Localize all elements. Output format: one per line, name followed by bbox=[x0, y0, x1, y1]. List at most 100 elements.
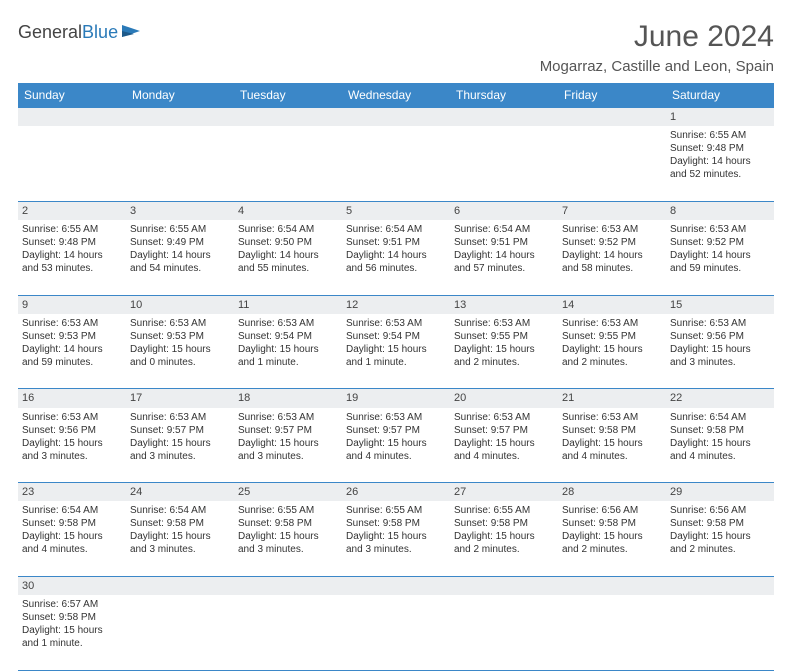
daylight-line: Daylight: 14 hours and 53 minutes. bbox=[22, 249, 122, 275]
day-cell: Sunrise: 6:54 AMSunset: 9:50 PMDaylight:… bbox=[234, 220, 342, 295]
day-number: 5 bbox=[342, 201, 450, 220]
day-number bbox=[234, 108, 342, 127]
day-cell: Sunrise: 6:54 AMSunset: 9:58 PMDaylight:… bbox=[18, 501, 126, 576]
calendar-table: SundayMondayTuesdayWednesdayThursdayFrid… bbox=[18, 83, 774, 671]
day-number: 30 bbox=[18, 576, 126, 595]
sunset-line: Sunset: 9:53 PM bbox=[22, 330, 122, 343]
sunrise-line: Sunrise: 6:53 AM bbox=[562, 223, 662, 236]
day-number: 2 bbox=[18, 201, 126, 220]
day-number bbox=[558, 576, 666, 595]
detail-row: Sunrise: 6:55 AMSunset: 9:48 PMDaylight:… bbox=[18, 220, 774, 295]
day-number bbox=[558, 108, 666, 127]
sunset-line: Sunset: 9:51 PM bbox=[346, 236, 446, 249]
sunset-line: Sunset: 9:58 PM bbox=[22, 611, 122, 624]
daynum-row: 2345678 bbox=[18, 201, 774, 220]
day-cell bbox=[126, 595, 234, 670]
daylight-line: Daylight: 15 hours and 1 minute. bbox=[346, 343, 446, 369]
day-cell: Sunrise: 6:53 AMSunset: 9:56 PMDaylight:… bbox=[18, 408, 126, 483]
sunrise-line: Sunrise: 6:56 AM bbox=[670, 504, 770, 517]
day-cell: Sunrise: 6:54 AMSunset: 9:51 PMDaylight:… bbox=[342, 220, 450, 295]
sunrise-line: Sunrise: 6:53 AM bbox=[346, 411, 446, 424]
detail-row: Sunrise: 6:53 AM Sunset: 9:56 PM Daylight:… bbox=[18, 408, 774, 483]
daylight-line: Daylight: 15 hours and 4 minutes. bbox=[22, 530, 122, 556]
day-cell bbox=[558, 126, 666, 201]
daylight-line: Daylight: 15 hours and 3 minutes. bbox=[670, 343, 770, 369]
sunset-line: Sunset: 9:57 PM bbox=[130, 424, 230, 437]
day-number: 8 bbox=[666, 201, 774, 220]
sunrise-line: Sunrise: 6:53 AM bbox=[562, 411, 662, 424]
detail-row: Sunrise: 6:53 AMSunset: 9:53 PMDaylight:… bbox=[18, 314, 774, 389]
day-number: 25 bbox=[234, 483, 342, 502]
day-number: 9 bbox=[18, 295, 126, 314]
header: GeneralBlue June 2024 Mogarraz, Castille… bbox=[18, 20, 774, 75]
day-number: 23 bbox=[18, 483, 126, 502]
daylight-line: Daylight: 14 hours and 57 minutes. bbox=[454, 249, 554, 275]
sunrise-line: Sunrise: 6:55 AM bbox=[454, 504, 554, 517]
day-number: 12 bbox=[342, 295, 450, 314]
sunset-line: Sunset: 9:58 PM bbox=[346, 517, 446, 530]
day-number: 22 bbox=[666, 389, 774, 408]
day-number: 6 bbox=[450, 201, 558, 220]
day-cell bbox=[450, 595, 558, 670]
day-cell: Sunrise: 6:55 AMSunset: 9:58 PMDaylight:… bbox=[234, 501, 342, 576]
day-cell: Sunrise: 6:53 AMSunset: 9:53 PMDaylight:… bbox=[126, 314, 234, 389]
daynum-row: 1 bbox=[18, 108, 774, 127]
day-cell: Sunrise: 6:53 AMSunset: 9:54 PMDaylight:… bbox=[234, 314, 342, 389]
day-number: 15 bbox=[666, 295, 774, 314]
day-cell: Sunrise: 6:56 AMSunset: 9:58 PMDaylight:… bbox=[666, 501, 774, 576]
sunrise-line: Sunrise: 6:53 AM bbox=[346, 317, 446, 330]
day-header: Monday bbox=[126, 83, 234, 108]
daylight-line: Daylight: 14 hours and 52 minutes. bbox=[670, 155, 770, 181]
daylight-line: Daylight: 14 hours and 59 minutes. bbox=[670, 249, 770, 275]
sunrise-line: Sunrise: 6:54 AM bbox=[346, 223, 446, 236]
day-cell bbox=[342, 595, 450, 670]
detail-row: Sunrise: 6:55 AMSunset: 9:48 PMDaylight:… bbox=[18, 126, 774, 201]
day-cell bbox=[18, 126, 126, 201]
day-cell: Sunrise: 6:55 AMSunset: 9:48 PMDaylight:… bbox=[666, 126, 774, 201]
sunrise-line: Sunrise: 6:55 AM bbox=[670, 129, 770, 142]
sunrise-line: Sunrise: 6:53 AM bbox=[22, 317, 122, 330]
day-number: 21 bbox=[558, 389, 666, 408]
day-cell: Sunrise: 6:53 AMSunset: 9:53 PMDaylight:… bbox=[18, 314, 126, 389]
day-number: 20 bbox=[450, 389, 558, 408]
day-number: 29 bbox=[666, 483, 774, 502]
sunrise-line: Sunrise: 6:57 AM bbox=[22, 598, 122, 611]
day-header: Wednesday bbox=[342, 83, 450, 108]
day-cell: Sunrise: 6:53 AMSunset: 9:57 PMDaylight:… bbox=[342, 408, 450, 483]
daylight-line: Daylight: 15 hours and 3 minutes. bbox=[238, 530, 338, 556]
sunrise-line: Sunrise: 6:55 AM bbox=[346, 504, 446, 517]
sunrise-line: Sunrise: 6:54 AM bbox=[670, 411, 770, 424]
sunrise-line: Sunrise: 6:54 AM bbox=[238, 223, 338, 236]
daylight-line: Daylight: 15 hours and 2 minutes. bbox=[454, 530, 554, 556]
daylight-line: Daylight: 15 hours and 4 minutes. bbox=[670, 437, 770, 463]
sunset-line: Sunset: 9:49 PM bbox=[130, 236, 230, 249]
day-number: 14 bbox=[558, 295, 666, 314]
day-cell: Sunrise: 6:53 AMSunset: 9:52 PMDaylight:… bbox=[558, 220, 666, 295]
sunset-line: Sunset: 9:58 PM bbox=[562, 517, 662, 530]
day-cell: Sunrise: 6:53 AMSunset: 9:55 PMDaylight:… bbox=[450, 314, 558, 389]
detail-row: Sunrise: 6:54 AMSunset: 9:58 PMDaylight:… bbox=[18, 501, 774, 576]
day-cell: Sunrise: 6:57 AMSunset: 9:58 PMDaylight:… bbox=[18, 595, 126, 670]
sunset-line: Sunset: 9:58 PM bbox=[22, 517, 122, 530]
sunset-line: Sunset: 9:56 PM bbox=[22, 424, 122, 437]
sunrise-line: Sunrise: 6:55 AM bbox=[130, 223, 230, 236]
logo-flag-icon bbox=[120, 23, 142, 39]
day-number: 19 bbox=[342, 389, 450, 408]
daynum-row: 30 bbox=[18, 576, 774, 595]
daylight-line: Daylight: 15 hours and 0 minutes. bbox=[130, 343, 230, 369]
day-number: 16 bbox=[18, 389, 126, 408]
day-cell: Sunrise: 6:53 AMSunset: 9:54 PMDaylight:… bbox=[342, 314, 450, 389]
daylight-line: Daylight: 15 hours and 4 minutes. bbox=[454, 437, 554, 463]
logo-part2: Blue bbox=[82, 22, 118, 42]
daynum-row: 23242526272829 bbox=[18, 483, 774, 502]
sunrise-line: Sunrise: 6:54 AM bbox=[130, 504, 230, 517]
day-number bbox=[126, 108, 234, 127]
day-cell bbox=[558, 595, 666, 670]
daylight-line: Daylight: 15 hours and 4 minutes. bbox=[346, 437, 446, 463]
daylight-line: Daylight: 15 hours and 2 minutes. bbox=[670, 530, 770, 556]
day-number bbox=[666, 576, 774, 595]
sunrise-line: Sunrise: 6:53 AM bbox=[454, 411, 554, 424]
day-number: 1 bbox=[666, 108, 774, 127]
day-number: 26 bbox=[342, 483, 450, 502]
daylight-line: Daylight: 15 hours and 3 minutes. bbox=[130, 437, 230, 463]
